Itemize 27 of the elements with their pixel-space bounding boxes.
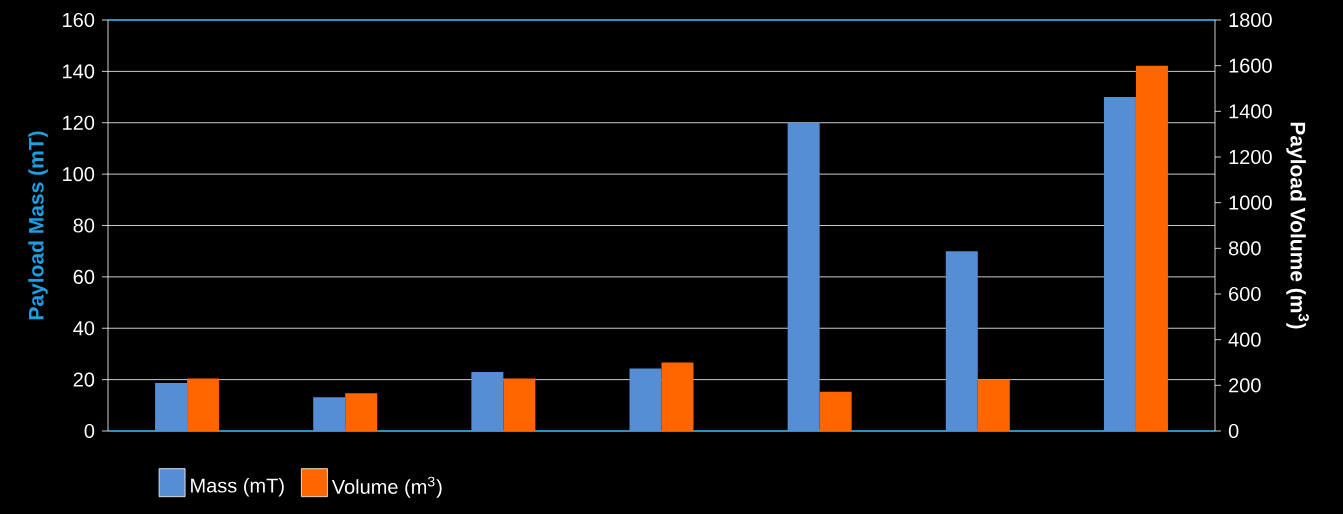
y2-tick-label: 1800 [1229,12,1272,28]
y-tick-label: 20 [73,372,95,387]
y-tick-label: 60 [73,269,95,284]
bar [945,251,978,431]
bar [819,391,852,431]
y-tick-label: 40 [73,321,95,336]
y2-tick-label: 1400 [1229,104,1272,119]
y-tick-label: 120 [63,115,95,130]
y-tick-label: 140 [63,64,95,79]
y-tick-label: 80 [73,218,95,233]
y-axis-title: Payload Mass (mT) [28,131,48,320]
bar [787,122,820,431]
y2-axis-title: Payload Volume (m$^{3}$) [1286,122,1309,329]
bar [977,379,1010,431]
y2-tick-label: 600 [1229,286,1261,302]
y-tick-label: 100 [63,167,95,182]
legend-label: Mass (mT) [191,477,284,497]
legend-label: Volume (m$^{3}$) [331,476,442,498]
y2-tick-label: 0 [1228,423,1239,439]
y2-tick-label: 200 [1229,378,1261,393]
y2-tick-label: 400 [1228,332,1261,347]
y2-tick-label: 800 [1228,241,1261,256]
y2-tick-label: 1600 [1229,58,1272,73]
y2-tick-label: 1000 [1229,195,1272,210]
y-tick-label: 0 [84,423,95,439]
y-tick-label: 160 [63,12,95,28]
y2-tick-label: 1200 [1229,149,1272,165]
